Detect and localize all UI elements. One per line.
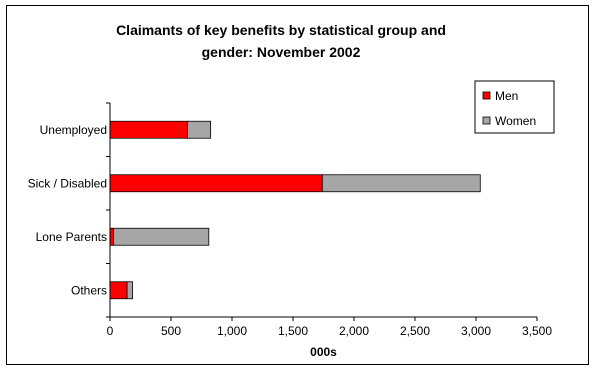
bar-men-others	[109, 281, 128, 300]
legend-box	[474, 80, 555, 134]
x-tick-label: 0	[107, 324, 114, 338]
x-tick-label: 3,500	[522, 324, 552, 338]
legend-label-men: Men	[495, 89, 518, 103]
y-tick-label: Others	[71, 283, 107, 297]
x-tick-label: 2,000	[339, 324, 369, 338]
x-tick-label: 1,500	[278, 324, 308, 338]
legend-swatch-men	[482, 91, 491, 100]
bar-women-unemployed	[187, 120, 212, 139]
x-tick-label: 2,500	[400, 324, 430, 338]
bar-women-lone-parents	[113, 227, 210, 246]
bar-men-unemployed	[109, 120, 188, 139]
chart-frame: Claimants of key benefits by statistical…	[6, 5, 589, 365]
x-axis-title: 000s	[310, 345, 337, 359]
x-tick-label: 3,000	[461, 324, 491, 338]
y-tick-label: Lone Parents	[36, 230, 107, 244]
y-tick-label: Sick / Disabled	[28, 176, 107, 190]
legend: Men Women	[474, 80, 555, 134]
bar-men-lone-parents	[109, 227, 115, 246]
chart: Claimants of key benefits by statistical…	[28, 22, 555, 359]
legend-label-women: Women	[495, 114, 536, 128]
bar-women-others	[126, 281, 133, 300]
x-tick-label: 1,000	[217, 324, 247, 338]
chart-title-line-2: gender: November 2002	[202, 44, 361, 60]
plot-area	[109, 120, 481, 300]
chart-title-line-1: Claimants of key benefits by statistical…	[116, 22, 446, 38]
x-tick-label: 500	[161, 324, 181, 338]
bar-women-sick-disabled	[321, 174, 481, 193]
bar-men-sick-disabled	[109, 174, 323, 193]
y-tick-label: Unemployed	[40, 123, 107, 137]
legend-swatch-women	[482, 116, 491, 125]
